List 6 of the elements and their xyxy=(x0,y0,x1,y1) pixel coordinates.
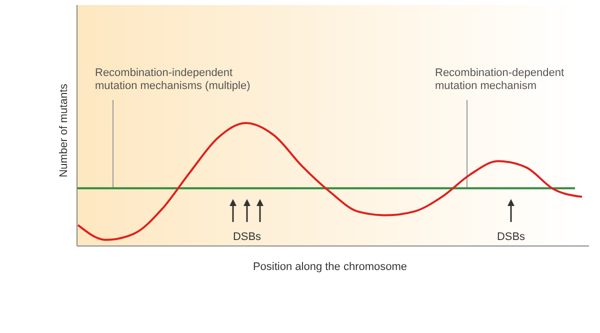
text: Recombination-independent mutation mechanisms (multiple) xyxy=(95,67,250,92)
y-axis-title: Number of mutants xyxy=(58,83,70,178)
text: Recombination-dependent mutation mechanism xyxy=(435,67,564,92)
annotation: DSBs xyxy=(496,231,526,243)
x-axis-title: Position along the chromosome xyxy=(252,261,408,273)
annotation: DSBs xyxy=(232,231,262,243)
